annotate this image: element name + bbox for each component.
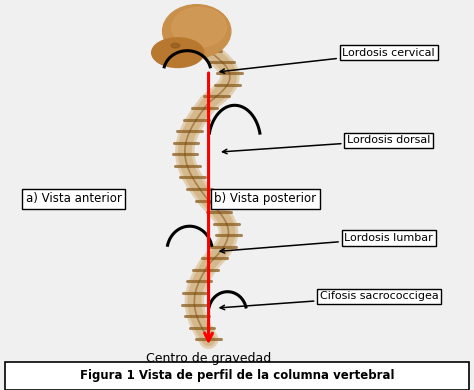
Text: Lordosis dorsal: Lordosis dorsal <box>222 135 430 154</box>
Ellipse shape <box>152 38 204 67</box>
Ellipse shape <box>171 43 180 48</box>
Text: Lordosis cervical: Lordosis cervical <box>220 48 435 73</box>
Ellipse shape <box>172 7 227 47</box>
Ellipse shape <box>163 5 231 58</box>
Text: Lordosis lumbar: Lordosis lumbar <box>220 233 433 253</box>
Text: Centro de gravedad: Centro de gravedad <box>146 352 271 365</box>
Text: a) Vista anterior: a) Vista anterior <box>26 192 121 206</box>
Text: b) Vista posterior: b) Vista posterior <box>214 192 317 206</box>
FancyBboxPatch shape <box>5 362 469 390</box>
Text: Figura 1 Vista de perfil de la columna vertebral: Figura 1 Vista de perfil de la columna v… <box>80 369 394 383</box>
Text: Cifosis sacrococcigea: Cifosis sacrococcigea <box>220 291 438 310</box>
